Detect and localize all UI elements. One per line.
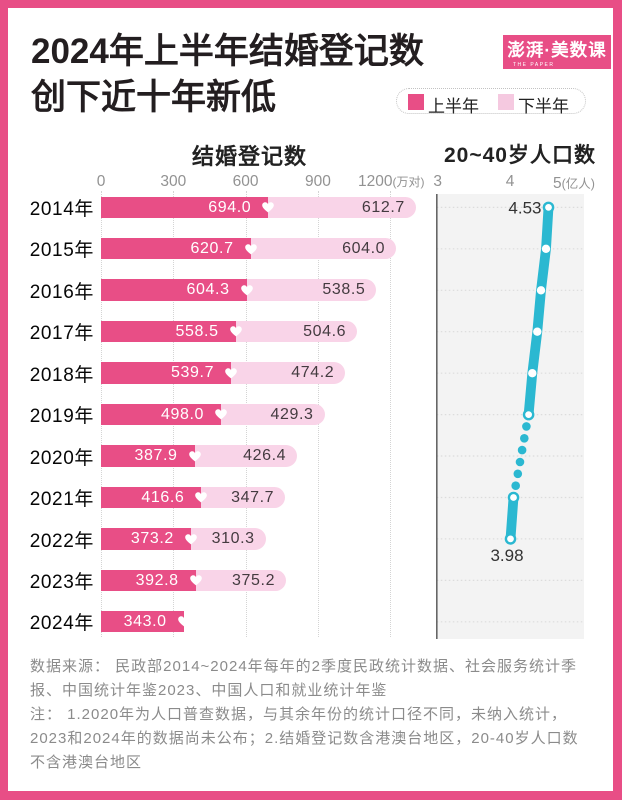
svg-text:4.53: 4.53: [508, 199, 541, 218]
svg-text:3.98: 3.98: [490, 546, 523, 565]
